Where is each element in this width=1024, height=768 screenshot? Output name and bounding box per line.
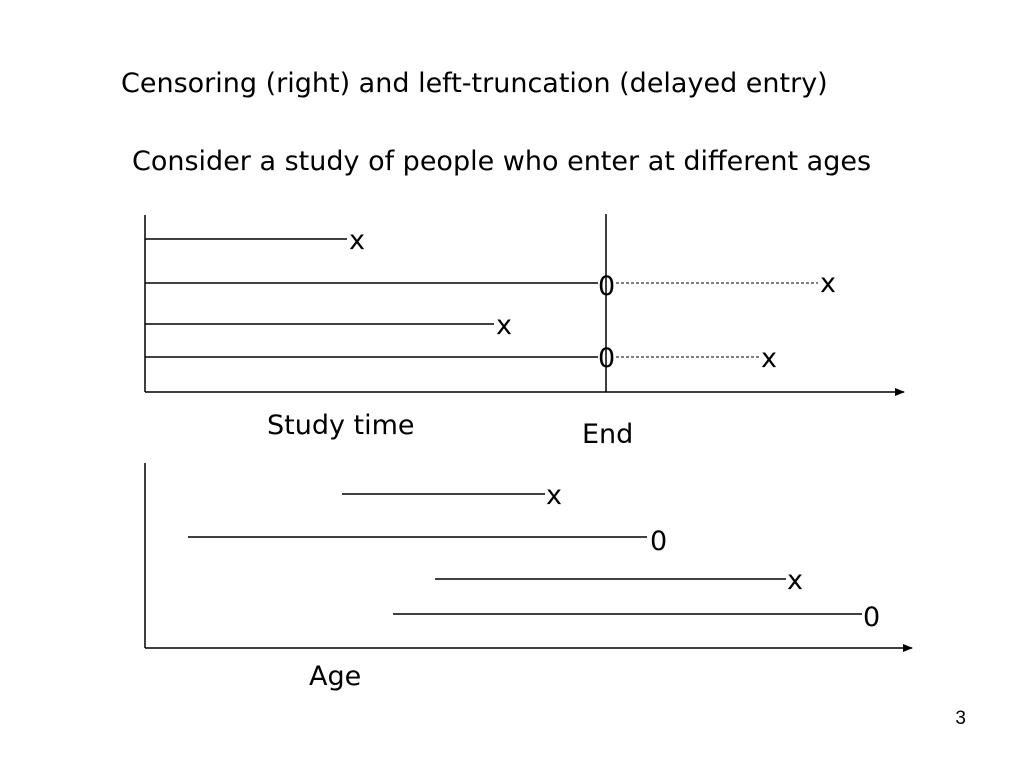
page-number: 3	[955, 708, 966, 729]
age-row-3-marker: x	[787, 565, 803, 596]
age-row-4-marker: 0	[863, 602, 880, 633]
age-row-1-marker: x	[546, 480, 562, 511]
study-row-1-event-marker: x	[349, 225, 365, 256]
study-row-4-event-marker: x	[761, 343, 777, 374]
study-row-3-event-marker: x	[496, 310, 512, 341]
study-time-label: Study time	[267, 410, 415, 441]
study-row-2-censor-marker: 0	[598, 271, 615, 302]
study-row-4-censor-marker: 0	[598, 343, 615, 374]
study-time-panel: x 0 x x 0 x Study time End	[144, 214, 905, 450]
age-row-2-marker: 0	[650, 526, 667, 557]
age-label: Age	[309, 661, 361, 692]
slide-subtitle: Consider a study of people who enter at …	[132, 146, 872, 177]
slide-title: Censoring (right) and left-truncation (d…	[121, 68, 828, 99]
study-end-label: End	[582, 419, 633, 450]
study-row-2-event-marker: x	[820, 268, 836, 299]
age-panel: x 0 x 0 Age	[144, 463, 913, 692]
